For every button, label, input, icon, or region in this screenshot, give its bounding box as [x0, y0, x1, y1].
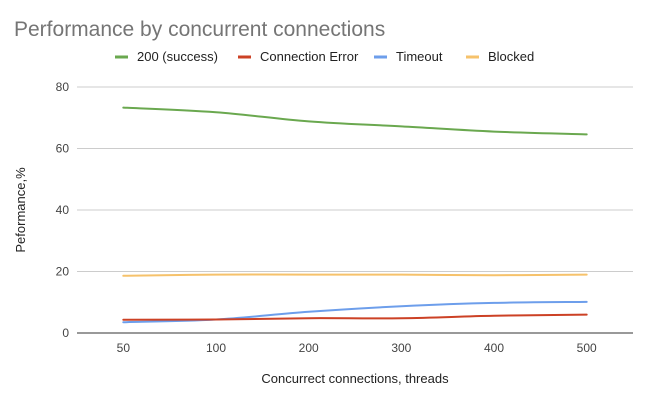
series-line-blocked [122, 273, 588, 277]
x-axis-ticks: 50 100 200 300 400 500 [117, 341, 597, 355]
x-tick-label: 200 [299, 341, 319, 355]
y-tick-label: 60 [56, 142, 70, 156]
legend-label-connection-error: Connection Error [260, 49, 359, 64]
legend-label-blocked: Blocked [488, 49, 534, 64]
series-lines [122, 106, 588, 324]
y-tick-label: 0 [62, 326, 69, 340]
y-tick-label: 80 [56, 80, 70, 94]
x-tick-label: 500 [577, 341, 597, 355]
x-axis-label: Concurrect connections, threads [261, 371, 449, 386]
y-tick-label: 40 [56, 203, 70, 217]
x-tick-label: 300 [391, 341, 411, 355]
legend-label-timeout: Timeout [396, 49, 443, 64]
series-line-200-success [122, 106, 588, 136]
y-axis-label: Peformance,% [13, 167, 28, 253]
y-axis-ticks: 0 20 40 60 80 [56, 80, 70, 340]
series-line-connection-error [122, 313, 588, 321]
legend: 200 (success) Connection Error Timeout Bloc… [115, 49, 534, 64]
y-tick-label: 20 [56, 265, 70, 279]
chart-title: Performance by concurrent connections [14, 18, 385, 41]
x-tick-label: 400 [484, 341, 504, 355]
x-tick-label: 50 [117, 341, 131, 355]
x-tick-label: 100 [206, 341, 226, 355]
gridlines [77, 86, 633, 334]
legend-label-200-success: 200 (success) [137, 49, 218, 64]
